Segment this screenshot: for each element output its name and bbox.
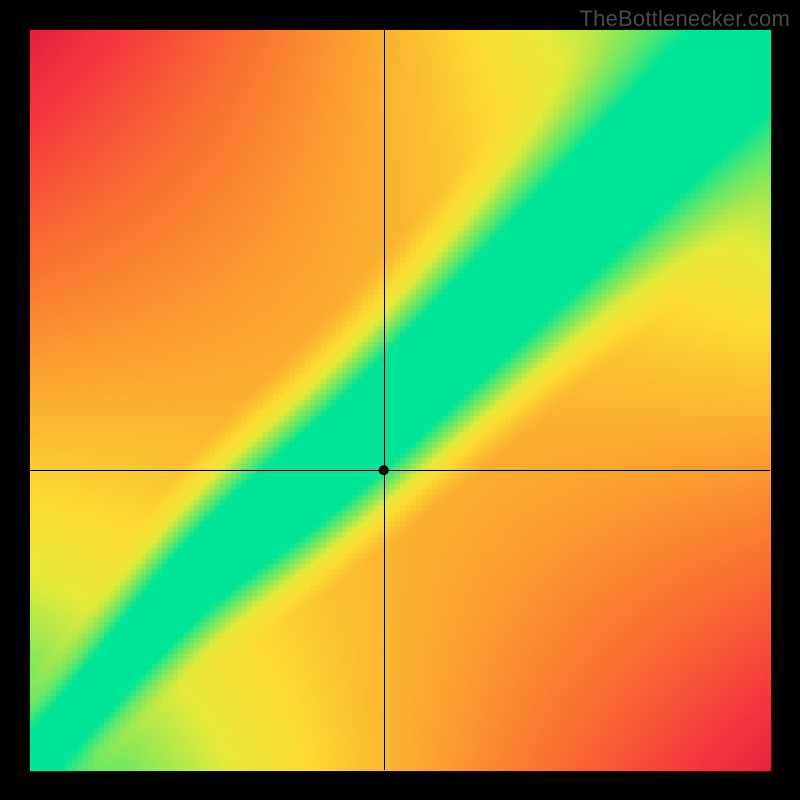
heatmap-chart [0,0,800,800]
watermark-label: TheBottlenecker.com [580,6,790,32]
